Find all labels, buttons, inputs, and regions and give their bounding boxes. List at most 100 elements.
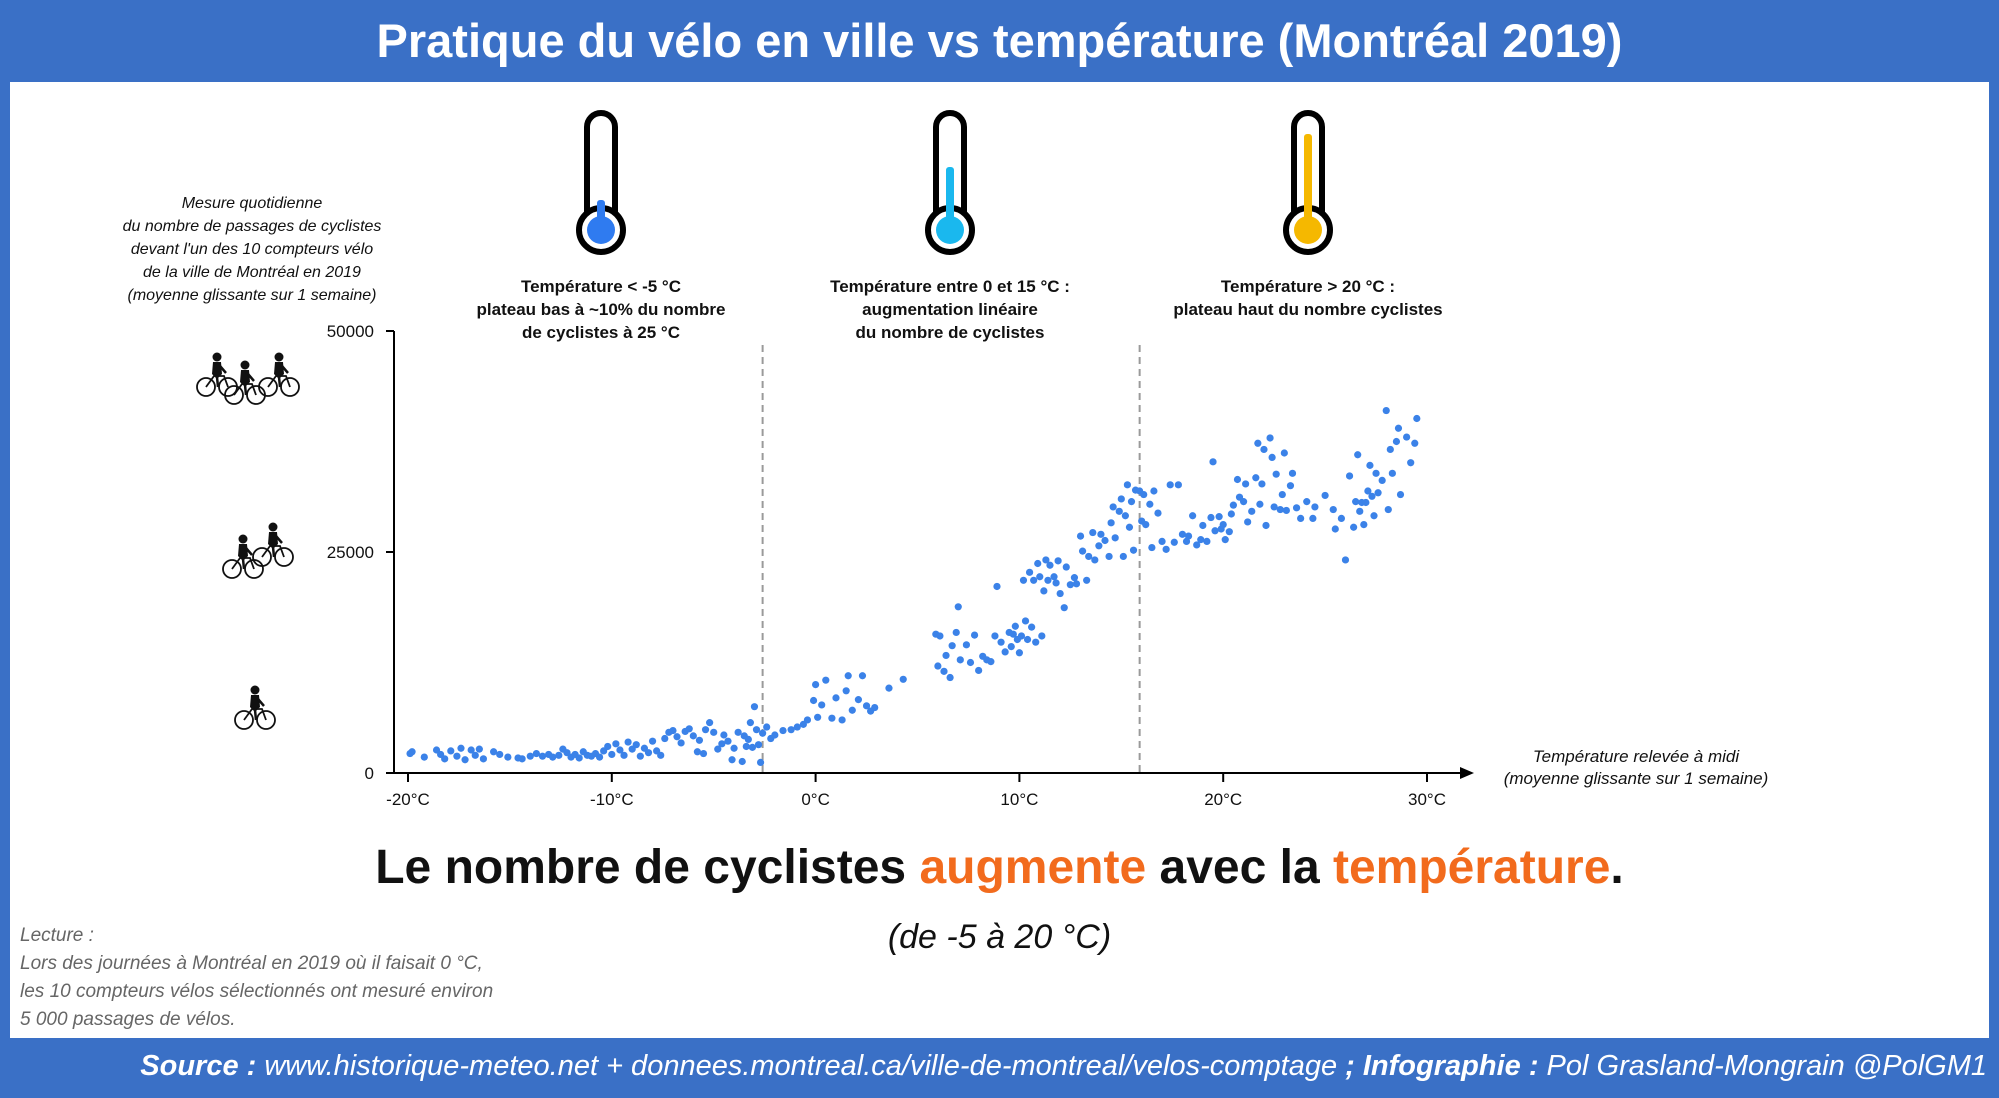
data-point (532, 749, 540, 758)
data-point (1203, 537, 1211, 545)
data-point (1388, 469, 1396, 477)
data-point (756, 758, 765, 766)
data-point (1356, 507, 1364, 515)
data-point (1119, 552, 1127, 561)
data-point (1032, 638, 1040, 646)
rider-body (240, 370, 250, 387)
data-point (669, 726, 677, 735)
thermometer-mid-icon: Température entre 0 et 15 °C : augmentati… (830, 110, 1070, 342)
wheel (234, 710, 254, 730)
footer-source: Source : www.historique-meteo.net + donn… (140, 1046, 1987, 1086)
data-point (699, 749, 708, 758)
data-point (1215, 513, 1223, 521)
data-point (1089, 528, 1097, 537)
data-point (1270, 503, 1278, 511)
headline-word-augmente: augmente (919, 841, 1147, 894)
headline-part1: Le nombre de cyclistes (375, 841, 920, 894)
data-point (1370, 512, 1378, 520)
data-point (1009, 630, 1017, 638)
data-point (461, 756, 469, 764)
data-point (832, 694, 840, 702)
data-point (575, 754, 583, 762)
data-point (885, 684, 893, 692)
data-point (858, 672, 867, 680)
data-point (1142, 520, 1150, 529)
cyclist-icon (196, 352, 238, 397)
cyclist-icon (258, 352, 300, 397)
cyclist-icon (252, 522, 294, 567)
data-point (752, 726, 761, 734)
data-point (408, 748, 416, 756)
data-point (1207, 513, 1215, 522)
data-points (406, 406, 1421, 766)
data-point (1280, 449, 1288, 457)
headline-range: (de -5 à 20 °C) (887, 918, 1112, 956)
data-point (1394, 424, 1403, 432)
data-point (695, 736, 704, 744)
data-point (624, 738, 632, 746)
rider-head (274, 352, 284, 362)
thermometer-bulb (936, 216, 964, 244)
data-point (1244, 518, 1252, 526)
data-point (1050, 573, 1058, 581)
data-point (1248, 507, 1256, 515)
data-point (779, 726, 787, 735)
data-point (962, 641, 971, 649)
data-point (1227, 510, 1235, 518)
data-point (1021, 617, 1030, 625)
data-point (1303, 498, 1311, 506)
rider-arm (281, 365, 289, 374)
data-point (818, 701, 826, 709)
data-point (793, 723, 801, 731)
data-point (693, 748, 701, 756)
data-point (844, 672, 852, 680)
data-point (595, 753, 604, 761)
data-point (1272, 470, 1280, 478)
rider-head (240, 360, 250, 370)
data-point (1062, 563, 1070, 571)
annotation-line: plateau bas à ~10% du nombre (477, 300, 726, 319)
data-point (1078, 547, 1087, 555)
data-point (728, 756, 736, 764)
data-point (1178, 530, 1187, 538)
x-tick-label: -10°C (590, 790, 634, 809)
annotation-line: augmentation linéaire (862, 300, 1038, 319)
rider-arm (219, 365, 227, 374)
credit-text: Pol Grasland-Mongrain @PolGM1 (1538, 1050, 1987, 1082)
data-point (657, 751, 665, 759)
data-point (1413, 414, 1421, 423)
data-point (555, 751, 563, 759)
chart-panel (10, 82, 1989, 1038)
reading-line: Lors des journées à Montréal en 2019 où … (20, 953, 483, 974)
data-point (1354, 451, 1362, 459)
rider-arm (245, 547, 253, 556)
data-point (730, 744, 738, 752)
data-point (496, 750, 504, 759)
rider-arm (247, 373, 255, 382)
data-point (771, 731, 779, 739)
data-point (809, 696, 818, 705)
data-point (966, 658, 975, 667)
data-point (1407, 459, 1415, 467)
data-point (1384, 505, 1392, 514)
x-tick-label: 30°C (1408, 790, 1446, 809)
thermometer-high-icon: Température > 20 °C : plateau haut du nom… (1173, 110, 1443, 319)
wheel (274, 547, 294, 567)
data-point (1309, 514, 1317, 523)
data-point (1107, 519, 1115, 527)
data-point (1042, 556, 1050, 564)
headline-part3: . (1610, 841, 1624, 894)
cyclist-icon (222, 534, 264, 579)
y-axis-label-line: de la ville de Montréal en 2019 (143, 264, 361, 281)
y-tick-label: 25000 (327, 543, 374, 562)
annotation-line: plateau haut du nombre cyclistes (1173, 300, 1442, 319)
data-point (1105, 552, 1113, 561)
x-axis-label-line: (moyenne glissante sur 1 semaine) (1504, 769, 1769, 788)
data-point (441, 755, 449, 763)
data-point (1368, 492, 1376, 500)
data-point (942, 651, 950, 660)
data-point (1262, 521, 1270, 530)
data-point (636, 752, 644, 760)
data-point (1170, 538, 1178, 546)
data-point (952, 628, 960, 637)
